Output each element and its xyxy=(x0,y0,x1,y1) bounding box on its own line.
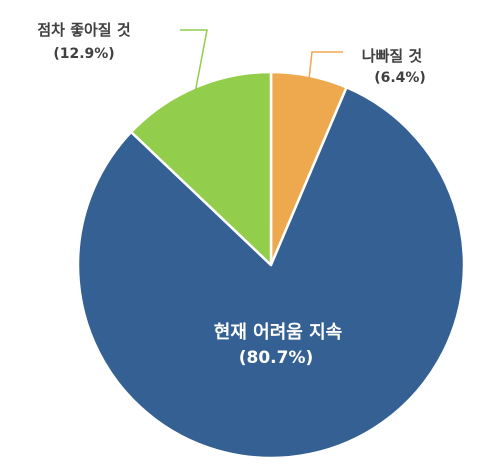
slices-layer xyxy=(76,70,466,460)
slice-value-worse: (6.4%) xyxy=(374,70,426,86)
pie-slice-persist xyxy=(76,86,466,460)
pie-slice-better xyxy=(129,70,273,267)
slice-label-persist: 현재 어려움 지속 xyxy=(214,322,342,343)
slice-value-persist: (80.7%) xyxy=(239,348,314,368)
leader-line-worse xyxy=(308,51,343,78)
leader-lines-layer xyxy=(180,29,343,90)
leader-line-better xyxy=(180,29,208,90)
slice-value-better: (12.9%) xyxy=(53,46,114,62)
slice-label-worse: 나빠질 것 xyxy=(362,47,423,65)
slice-label-better: 점차 좋아질 것 xyxy=(37,21,130,39)
